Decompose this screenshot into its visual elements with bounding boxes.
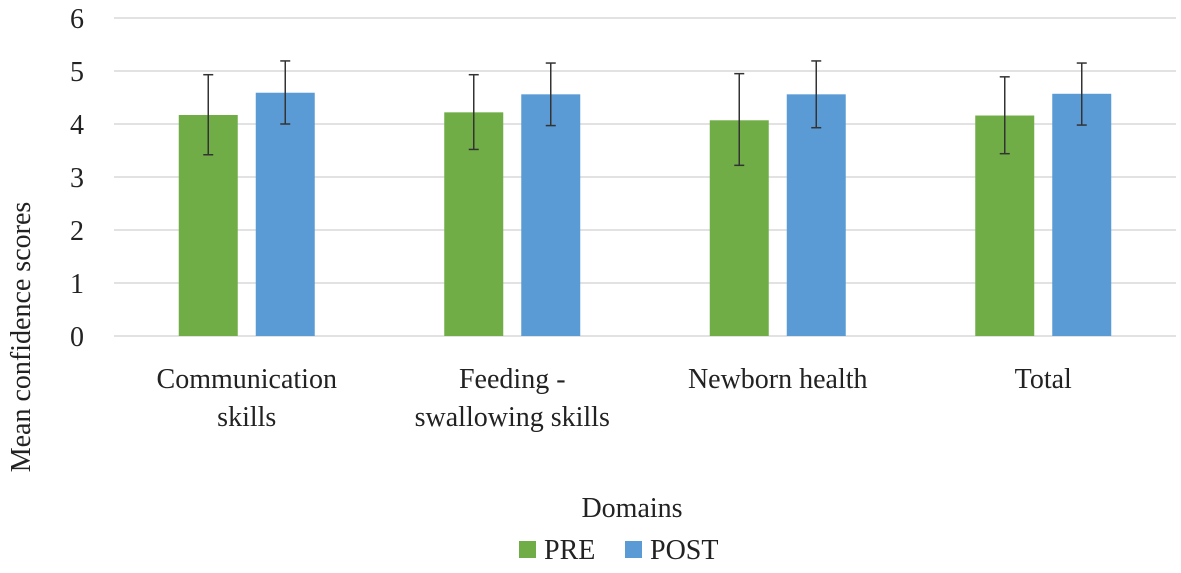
x-category-label: swallowing skills xyxy=(415,402,610,433)
error-bar-post-1 xyxy=(545,62,556,127)
bar-post-1 xyxy=(521,94,581,336)
error-bar-pre-3 xyxy=(999,76,1010,155)
legend-swatch-pre xyxy=(519,541,536,558)
error-bar-pre-0 xyxy=(203,73,214,156)
y-axis-title: Mean confidence scores xyxy=(6,202,37,473)
x-axis-categories: Communication skills Feeding - swallowing s… xyxy=(157,364,1073,433)
error-bar-post-3 xyxy=(1076,62,1087,126)
legend: PRE POST xyxy=(519,535,718,566)
legend-label-pre: PRE xyxy=(544,535,595,566)
bar-post-3 xyxy=(1052,93,1112,336)
error-bars xyxy=(203,60,1087,167)
y-tick-label: 5 xyxy=(70,57,84,88)
legend-label-post: POST xyxy=(650,535,718,566)
bars xyxy=(178,92,1112,337)
x-category-label: Newborn health xyxy=(688,364,868,395)
y-tick-label: 0 xyxy=(70,322,84,353)
error-bar-pre-1 xyxy=(468,73,479,151)
x-category-label: Feeding - xyxy=(459,364,566,395)
legend-swatch-post xyxy=(625,541,642,558)
x-category-label: Communication xyxy=(157,364,337,395)
bar-post-0 xyxy=(255,92,315,336)
bar-post-2 xyxy=(786,94,846,336)
y-tick-label: 4 xyxy=(70,110,84,141)
y-tick-label: 3 xyxy=(70,163,84,194)
y-tick-label: 1 xyxy=(70,269,84,300)
error-bar-post-2 xyxy=(811,60,822,129)
error-bar-post-0 xyxy=(280,60,291,125)
y-axis-ticks: 0 1 2 3 4 5 6 xyxy=(70,4,84,353)
y-tick-label: 6 xyxy=(70,4,84,35)
x-category-label: skills xyxy=(217,402,276,433)
y-tick-label: 2 xyxy=(70,216,84,247)
x-axis-title: Domains xyxy=(581,493,682,524)
x-category-label: Total xyxy=(1015,364,1072,395)
error-bar-pre-2 xyxy=(734,72,745,167)
